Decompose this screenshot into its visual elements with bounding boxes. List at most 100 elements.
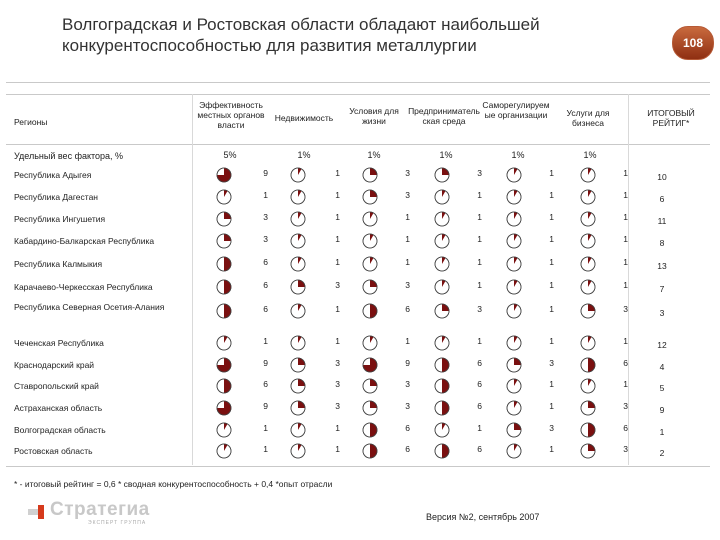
score-value: 1 [623,212,628,222]
score-pie-icon [362,303,378,319]
header-col-selfreg: Саморегулируемые организации [482,100,550,120]
weight-value: 5% [223,150,237,160]
score-value: 6 [263,257,268,267]
score-value: 6 [477,379,482,389]
score-pie-icon [290,422,306,438]
score-pie-icon [580,357,596,373]
score-value: 3 [335,280,340,290]
score-value: 1 [477,280,482,290]
total-rating: 13 [657,261,667,271]
total-rating: 4 [659,362,665,372]
score-value: 6 [405,423,410,433]
score-pie-icon [506,167,522,183]
weight-value: 1% [297,150,311,160]
score-value: 1 [405,257,410,267]
score-pie-icon [506,279,522,295]
header-total: ИТОГОВЫЙ РЕЙТИГ* [647,108,695,128]
header-regions: Регионы [14,117,48,127]
score-pie-icon [580,335,596,351]
score-value: 3 [549,358,554,368]
score-pie-icon [580,233,596,249]
score-value: 1 [477,190,482,200]
total-rating: 5 [659,383,665,393]
score-pie-icon [362,422,378,438]
header-col-business-env: Предпринимательская среда [408,106,480,126]
score-pie-icon [506,357,522,373]
score-pie-icon [362,400,378,416]
score-pie-icon [290,303,306,319]
table-top-rule [6,94,710,95]
logo-mark-icon [28,505,44,519]
total-rating: 8 [659,238,665,248]
region-name: Краснодарский край [14,360,95,370]
score-value: 1 [549,190,554,200]
score-pie-icon [362,279,378,295]
footnote: * - итоговый рейтинг = 0,6 * сводная кон… [14,479,333,489]
score-value: 6 [477,358,482,368]
score-value: 1 [623,234,628,244]
score-value: 1 [549,168,554,178]
score-value: 3 [263,234,268,244]
region-name: Ставропольский край [14,381,99,391]
weight-value: 1% [583,150,597,160]
score-pie-icon [216,443,232,459]
score-pie-icon [216,167,232,183]
score-pie-icon [506,378,522,394]
score-value: 1 [335,190,340,200]
score-value: 1 [405,212,410,222]
header-col-realestate: Недвижимость [274,113,334,123]
score-value: 3 [549,423,554,433]
score-value: 6 [623,358,628,368]
score-pie-icon [506,303,522,319]
score-value: 1 [335,168,340,178]
region-name: Республика Калмыкия [14,259,103,269]
score-value: 1 [477,212,482,222]
score-value: 3 [405,168,410,178]
region-name: Республика Дагестан [14,192,99,202]
score-pie-icon [580,211,596,227]
score-value: 1 [335,234,340,244]
region-name: Карачаево-Черкесская Республика [14,282,153,292]
score-pie-icon [362,443,378,459]
score-pie-icon [434,443,450,459]
score-pie-icon [434,189,450,205]
score-value: 1 [335,423,340,433]
score-pie-icon [506,400,522,416]
score-pie-icon [506,233,522,249]
score-pie-icon [216,335,232,351]
score-pie-icon [216,357,232,373]
score-value: 3 [623,304,628,314]
version-label: Версия №2, сентябрь 2007 [426,512,540,522]
score-value: 1 [405,234,410,244]
score-pie-icon [362,211,378,227]
score-value: 1 [623,168,628,178]
score-value: 1 [623,280,628,290]
logo-text: Стратегиа [50,499,150,520]
score-value: 3 [405,401,410,411]
score-value: 1 [549,379,554,389]
score-pie-icon [434,256,450,272]
score-value: 1 [477,423,482,433]
score-pie-icon [290,443,306,459]
logo-subtitle: ЭКСПЕРТ ГРУППА [88,520,147,526]
region-name: Волгоградская область [14,425,106,435]
total-rating: 3 [659,308,665,318]
score-value: 1 [477,336,482,346]
total-rating: 12 [657,340,667,350]
page-number-badge: 108 [672,26,714,60]
column-divider [628,94,629,465]
region-name: Республика Северная Осетия-Алания [14,302,165,312]
score-pie-icon [506,443,522,459]
score-pie-icon [506,189,522,205]
score-value: 1 [549,234,554,244]
score-value: 9 [263,401,268,411]
score-value: 6 [477,444,482,454]
score-pie-icon [290,211,306,227]
score-pie-icon [290,167,306,183]
score-value: 1 [263,423,268,433]
score-pie-icon [216,422,232,438]
score-value: 3 [405,280,410,290]
score-pie-icon [216,279,232,295]
score-pie-icon [216,400,232,416]
score-pie-icon [362,167,378,183]
